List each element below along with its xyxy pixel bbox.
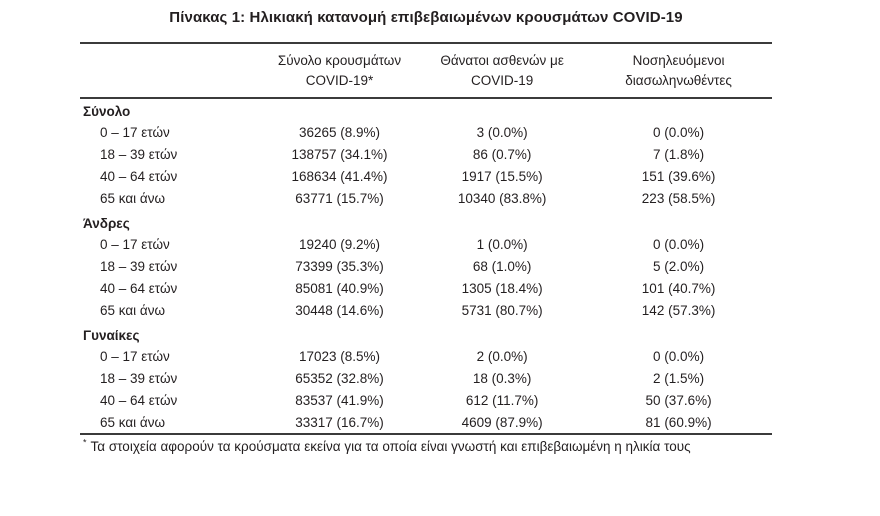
deaths-cell: 5731 (80.7%) (461, 303, 543, 319)
table-row: 0 – 17 ετών 36265 (8.9%) 3 (0.0%) 0 (0.0… (80, 122, 772, 144)
deaths-cell: 1917 (15.5%) (461, 169, 543, 185)
group-row-women: Γυναίκες (80, 322, 772, 346)
deaths-cell: 18 (0.3%) (472, 371, 532, 387)
table-footnote: * Τα στοιχεία αφορούν τα κρούσματα εκείνα… (80, 437, 772, 454)
intubated-cell: 101 (40.7%) (641, 281, 716, 297)
age-label-cell: 18 – 39 ετών (100, 371, 178, 387)
intubated-cell: 142 (57.3%) (641, 303, 716, 319)
column-header-intubated: Νοσηλευόμενοι διασωληνωθέντες (585, 43, 772, 99)
cases-cell: 19240 (9.2%) (298, 237, 381, 253)
table-row: 65 και άνω 33317 (16.7%) 4609 (87.9%) 81… (80, 412, 772, 434)
age-label-cell: 0 – 17 ετών (100, 125, 170, 141)
table-row: 18 – 39 ετών 73399 (35.3%) 68 (1.0%) 5 (… (80, 256, 772, 278)
cases-cell: 138757 (34.1%) (291, 147, 388, 163)
column-header-deaths: Θάνατοι ασθενών με COVID-19 (419, 43, 586, 99)
table-body: Σύνολο 0 – 17 ετών 36265 (8.9%) 3 (0.0%)… (80, 98, 772, 434)
deaths-cell: 10340 (83.8%) (457, 191, 547, 207)
age-label-cell: 0 – 17 ετών (100, 237, 170, 253)
cases-cell: 168634 (41.4%) (291, 169, 388, 185)
table-row: 18 – 39 ετών 65352 (32.8%) 18 (0.3%) 2 (… (80, 368, 772, 390)
group-row-total: Σύνολο (80, 98, 772, 122)
age-label-cell: 65 και άνω (100, 414, 166, 430)
document-content: Πίνακας 1: Ηλικιακή κατανομή επιβεβαιωμέ… (80, 9, 772, 454)
age-label-cell: 40 – 64 ετών (100, 281, 178, 297)
age-label-cell: 18 – 39 ετών (100, 259, 178, 275)
deaths-cell: 86 (0.7%) (472, 147, 532, 163)
table-row: 40 – 64 ετών 168634 (41.4%) 1917 (15.5%)… (80, 166, 772, 188)
table-row: 0 – 17 ετών 17023 (8.5%) 2 (0.0%) 0 (0.0… (80, 346, 772, 368)
deaths-cell: 1 (0.0%) (476, 237, 528, 253)
column-header-intubated-line2: διασωληνωθέντες (625, 73, 732, 88)
group-label: Γυναίκες (83, 327, 140, 343)
intubated-cell: 223 (58.5%) (641, 191, 716, 207)
age-label-cell: 65 και άνω (100, 303, 166, 319)
footnote-text: Τα στοιχεία αφορούν τα κρούσματα εκείνα … (90, 439, 691, 454)
table-row: 40 – 64 ετών 85081 (40.9%) 1305 (18.4%) … (80, 278, 772, 300)
cases-cell: 73399 (35.3%) (295, 259, 384, 275)
intubated-cell: 151 (39.6%) (641, 169, 716, 185)
deaths-cell: 1305 (18.4%) (461, 281, 543, 297)
deaths-cell: 2 (0.0%) (476, 349, 528, 365)
column-header-deaths-line2: COVID-19 (470, 73, 534, 88)
intubated-cell: 7 (1.8%) (653, 147, 705, 163)
covid-age-table: Σύνολο κρουσμάτων COVID-19* Θάνατοι ασθε… (80, 42, 772, 435)
cases-cell: 63771 (15.7%) (295, 191, 384, 207)
cases-cell: 17023 (8.5%) (298, 349, 381, 365)
page-title: Πίνακας 1: Ηλικιακή κατανομή επιβεβαιωμέ… (169, 9, 683, 26)
table-header-row: Σύνολο κρουσμάτων COVID-19* Θάνατοι ασθε… (80, 43, 772, 99)
age-label-cell: 40 – 64 ετών (100, 169, 178, 185)
table-row: 40 – 64 ετών 83537 (41.9%) 612 (11.7%) 5… (80, 390, 772, 412)
cases-cell: 85081 (40.9%) (295, 281, 384, 297)
intubated-cell: 0 (0.0%) (653, 125, 705, 141)
column-header-cases-line1: Σύνολο κρουσμάτων (277, 53, 402, 68)
table-row: 0 – 17 ετών 19240 (9.2%) 1 (0.0%) 0 (0.0… (80, 234, 772, 256)
table-row: 65 και άνω 30448 (14.6%) 5731 (80.7%) 14… (80, 300, 772, 322)
age-label-cell: 40 – 64 ετών (100, 393, 178, 409)
group-row-men: Άνδρες (80, 210, 772, 234)
table-row: 65 και άνω 63771 (15.7%) 10340 (83.8%) 2… (80, 188, 772, 210)
table-row: 18 – 39 ετών 138757 (34.1%) 86 (0.7%) 7 … (80, 144, 772, 166)
intubated-cell: 0 (0.0%) (653, 349, 705, 365)
deaths-cell: 3 (0.0%) (476, 125, 528, 141)
table-header: Σύνολο κρουσμάτων COVID-19* Θάνατοι ασθε… (80, 43, 772, 99)
deaths-cell: 612 (11.7%) (465, 393, 539, 409)
intubated-cell: 0 (0.0%) (653, 237, 705, 253)
column-header-cases: Σύνολο κρουσμάτων COVID-19* (259, 43, 420, 99)
intubated-cell: 81 (60.9%) (645, 414, 712, 430)
intubated-cell: 5 (2.0%) (653, 259, 705, 275)
intubated-cell: 50 (37.6%) (645, 393, 712, 409)
cases-cell: 36265 (8.9%) (298, 125, 381, 141)
deaths-cell: 68 (1.0%) (472, 259, 532, 275)
cases-cell: 65352 (32.8%) (295, 371, 384, 387)
cases-cell: 83537 (41.9%) (295, 393, 384, 409)
age-label-cell: 0 – 17 ετών (100, 349, 170, 365)
age-label-cell: 18 – 39 ετών (100, 147, 178, 163)
age-label-cell: 65 και άνω (100, 191, 166, 207)
column-header-blank (80, 43, 260, 99)
column-header-cases-line2: COVID-19* (305, 73, 374, 88)
intubated-cell: 2 (1.5%) (653, 371, 705, 387)
deaths-cell: 4609 (87.9%) (461, 414, 543, 430)
group-label: Σύνολο (83, 104, 131, 120)
group-label: Άνδρες (83, 215, 130, 231)
cases-cell: 30448 (14.6%) (295, 303, 384, 319)
column-header-deaths-line1: Θάνατοι ασθενών με (440, 53, 564, 68)
cases-cell: 33317 (16.7%) (295, 414, 384, 430)
footnote-asterisk: * (83, 437, 87, 448)
column-header-intubated-line1: Νοσηλευόμενοι (632, 53, 725, 68)
